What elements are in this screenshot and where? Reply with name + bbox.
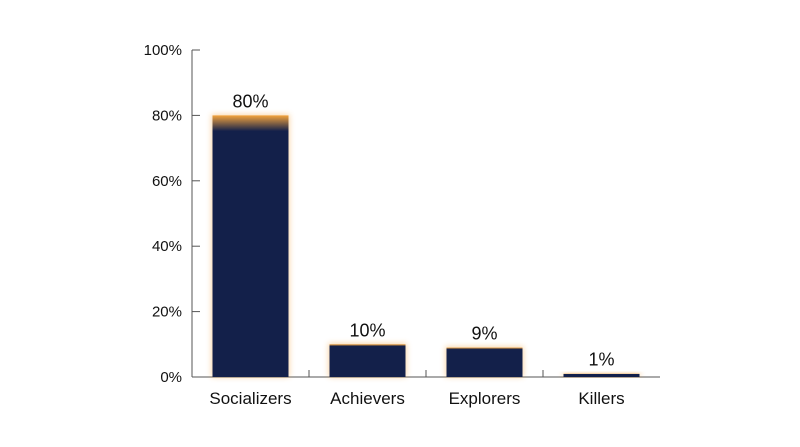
data-label-explorers: 9% [471,324,497,344]
category-label-achievers: Achievers [330,389,405,408]
data-label-killers: 1% [588,350,614,370]
y-tick-label: 40% [152,238,182,255]
data-label-socializers: 80% [232,91,268,111]
bar-explorers [446,347,523,377]
y-tick-label: 80% [152,107,182,124]
bar-socializers [212,115,289,378]
y-tick-label: 0% [160,369,182,386]
category-label-explorers: Explorers [449,389,521,408]
category-label-killers: Killers [578,389,624,408]
bar-killers [563,373,640,377]
category-label-socializers: Socializers [209,389,291,408]
bar-achievers [329,344,406,377]
y-tick-label: 20% [152,304,182,321]
y-tick-label: 60% [152,173,182,190]
y-tick-label: 100% [144,42,182,59]
data-label-achievers: 10% [349,320,385,340]
